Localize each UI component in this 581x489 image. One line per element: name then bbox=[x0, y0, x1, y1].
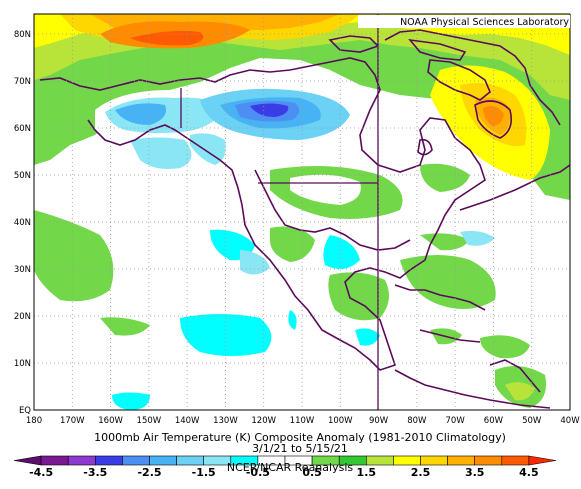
date-range: 3/1/21 to 5/15/21 bbox=[252, 442, 348, 455]
colorbar-swatch bbox=[420, 455, 448, 466]
lon-label: 150W bbox=[137, 416, 162, 426]
colorbar-label: 4.5 bbox=[519, 466, 539, 479]
colorbar-label: 2.5 bbox=[411, 466, 431, 479]
colorbar-swatch bbox=[501, 455, 530, 466]
colorbar-swatch bbox=[122, 455, 150, 466]
colorbar-label: 0.5 bbox=[302, 466, 322, 479]
lon-label: 130W bbox=[213, 416, 238, 426]
lat-label: 20N bbox=[14, 312, 31, 322]
lat-label: 40N bbox=[14, 218, 31, 228]
graticule bbox=[34, 14, 570, 410]
plot-frame bbox=[33, 13, 571, 411]
lon-label: 140W bbox=[175, 416, 200, 426]
map-title: 1000mb Air Temperature (K) Composite Ano… bbox=[94, 431, 506, 444]
lat-label: 60N bbox=[14, 124, 31, 134]
colorbar-swatch bbox=[67, 455, 96, 466]
coastlines bbox=[39, 29, 570, 409]
lon-label: 90W bbox=[369, 416, 389, 426]
lon-label: 70W bbox=[446, 416, 466, 426]
lat-label: 30N bbox=[14, 265, 31, 275]
lat-label: 70N bbox=[14, 77, 31, 87]
colorbar-swatch bbox=[13, 455, 42, 466]
lat-label: EQ bbox=[19, 406, 31, 416]
lon-label: 50W bbox=[522, 416, 542, 426]
colorbar-swatch bbox=[176, 455, 205, 466]
colorbar-labels: -4.5 -3.5 -2.5 -1.5 -0.5 0.5 1.5 2.5 3.5 4.5 bbox=[29, 466, 539, 479]
latitude-labels: EQ 10N 20N 30N 40N 50N 60N 70N 80N bbox=[14, 30, 31, 416]
lon-label: 110W bbox=[290, 416, 315, 426]
lon-label: 80W bbox=[407, 416, 427, 426]
colorbar-label: -4.5 bbox=[29, 466, 53, 479]
colorbar-label: 3.5 bbox=[465, 466, 485, 479]
lon-label: 170W bbox=[60, 416, 85, 426]
lon-label: 60W bbox=[484, 416, 504, 426]
lat-label: 10N bbox=[14, 359, 31, 369]
brand-label: NOAA Physical Sciences Laboratory bbox=[400, 17, 569, 28]
lon-label: 120W bbox=[251, 416, 276, 426]
colorbar-label: -2.5 bbox=[137, 466, 161, 479]
colorbar-swatch bbox=[474, 455, 503, 466]
colorbar-swatch bbox=[365, 455, 394, 466]
lat-label: 50N bbox=[14, 171, 31, 181]
brand-box bbox=[358, 15, 570, 28]
lat-label: 80N bbox=[14, 30, 31, 40]
lon-label: 40W bbox=[560, 416, 580, 426]
colorbar-swatch bbox=[393, 455, 421, 466]
colorbar-label: -1.5 bbox=[192, 466, 216, 479]
data-source: NCEP/NCAR Reanalysis bbox=[227, 461, 353, 474]
lon-label: 180 bbox=[26, 416, 42, 426]
colorbar-swatch bbox=[447, 455, 476, 466]
lon-label: 100W bbox=[328, 416, 353, 426]
colorbar-swatch bbox=[149, 455, 177, 466]
colorbar-swatch bbox=[95, 455, 123, 466]
colorbar-label: 1.5 bbox=[357, 466, 377, 479]
colorbar-label: -0.5 bbox=[246, 466, 270, 479]
lon-label: 160W bbox=[98, 416, 123, 426]
colorbar-label: -3.5 bbox=[83, 466, 107, 479]
colorbar bbox=[13, 455, 557, 466]
longitude-labels: 180 170W 160W 150W 140W 130W 120W 110W 100W 90W 80… bbox=[26, 416, 580, 426]
colorbar-swatch bbox=[40, 455, 69, 466]
colorbar-swatch bbox=[528, 455, 557, 466]
